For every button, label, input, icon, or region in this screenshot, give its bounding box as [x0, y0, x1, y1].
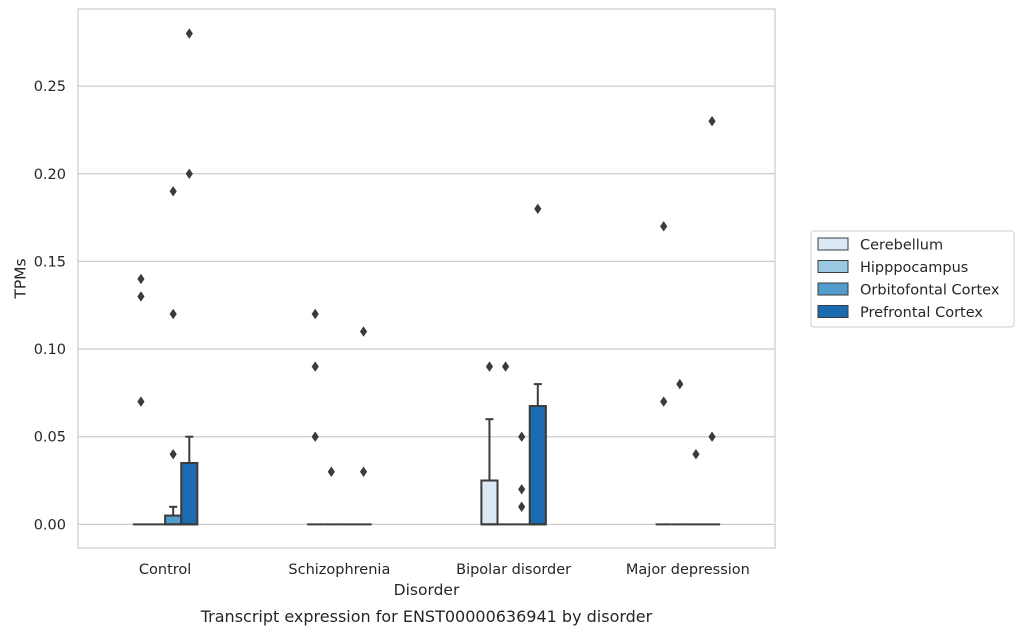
- outlier-point: [501, 361, 510, 372]
- outlier-point: [359, 466, 368, 477]
- box-cerebellum: [307, 308, 324, 526]
- outlier-point: [327, 466, 335, 477]
- outlier-point: [534, 203, 542, 215]
- legend-label: Cerebellum: [860, 238, 943, 254]
- box-cerebellum: [655, 221, 672, 526]
- outlier-point: [137, 396, 145, 407]
- legend-swatch: [817, 282, 849, 296]
- outlier-point: [169, 308, 177, 320]
- legend-label: Hipppocampus: [860, 260, 968, 276]
- box-orbitofontal-cortex: [687, 449, 704, 526]
- outlier-point: [660, 221, 668, 232]
- box: [164, 514, 183, 526]
- x-tick-label: Schizophrenia: [288, 562, 390, 578]
- y-tick-label: 0.05: [34, 430, 66, 446]
- y-tick-label: 0.00: [34, 517, 66, 533]
- outlier-point: [518, 501, 526, 513]
- legend: Cerebellum Hipppocampus Orbitofontal Corte…: [810, 230, 1015, 328]
- y-axis-ticks: 0.00 0.05 0.10 0.15 0.20 0.25: [34, 79, 66, 533]
- legend-swatch: [817, 237, 849, 251]
- outlier-point: [692, 449, 700, 460]
- x-tick-label: Bipolar disorder: [456, 562, 571, 578]
- box-hipppocampus: [323, 466, 340, 526]
- outlier-point: [311, 308, 319, 320]
- box: [480, 479, 499, 526]
- outlier-point: [359, 326, 368, 337]
- x-axis-ticks: Control Schizophrenia Bipolar disorder Majo…: [139, 562, 750, 578]
- outlier-point: [169, 186, 177, 197]
- outlier-point: [518, 431, 526, 442]
- box-hipppocampus: [497, 361, 514, 526]
- box-prefrontal-cortex: [355, 326, 372, 526]
- outlier-point: [137, 291, 145, 302]
- box-prefrontal-cortex: [180, 28, 199, 526]
- outlier-point: [311, 431, 319, 442]
- grid-lines: [78, 85, 775, 525]
- legend-swatch: [817, 260, 849, 273]
- x-tick-label: Major depression: [626, 562, 750, 578]
- outlier-point: [311, 361, 319, 372]
- y-tick-label: 0.20: [34, 167, 66, 183]
- outlier-point: [660, 396, 668, 407]
- box: [180, 461, 199, 526]
- outlier-point: [518, 484, 526, 495]
- outlier-point: [185, 28, 193, 39]
- outlier-point: [137, 273, 145, 285]
- legend-swatch: [817, 305, 849, 318]
- box-prefrontal-cortex: [528, 203, 547, 526]
- box-cerebellum: [132, 273, 150, 526]
- outlier-point: [169, 449, 177, 460]
- legend-label: Prefrontal Cortex: [860, 305, 983, 321]
- box-orbitofontal-cortex: [164, 186, 183, 526]
- y-tick-label: 0.10: [34, 342, 66, 358]
- outlier-point: [485, 361, 494, 372]
- box-prefrontal-cortex: [703, 115, 721, 526]
- outlier-point: [708, 115, 716, 127]
- box-plot-marks: [132, 28, 721, 526]
- chart-caption: Transcript expression for ENST0000063694…: [200, 607, 653, 626]
- box-hipppocampus: [671, 378, 688, 526]
- outlier-point: [708, 431, 716, 442]
- box: [528, 405, 547, 526]
- y-axis-label: TPMs: [12, 258, 30, 299]
- legend-frame: [810, 230, 1015, 328]
- box-orbitofontal-cortex: [513, 431, 530, 526]
- legend-label: Orbitofontal Cortex: [860, 283, 1000, 299]
- x-axis-label: Disorder: [394, 581, 460, 599]
- y-tick-label: 0.15: [34, 254, 66, 270]
- plot-frame: [77, 8, 776, 549]
- outlier-point: [676, 378, 684, 390]
- y-tick-label: 0.25: [34, 79, 66, 95]
- outlier-point: [185, 168, 193, 179]
- x-tick-label: Control: [139, 562, 191, 578]
- box-cerebellum: [480, 361, 499, 526]
